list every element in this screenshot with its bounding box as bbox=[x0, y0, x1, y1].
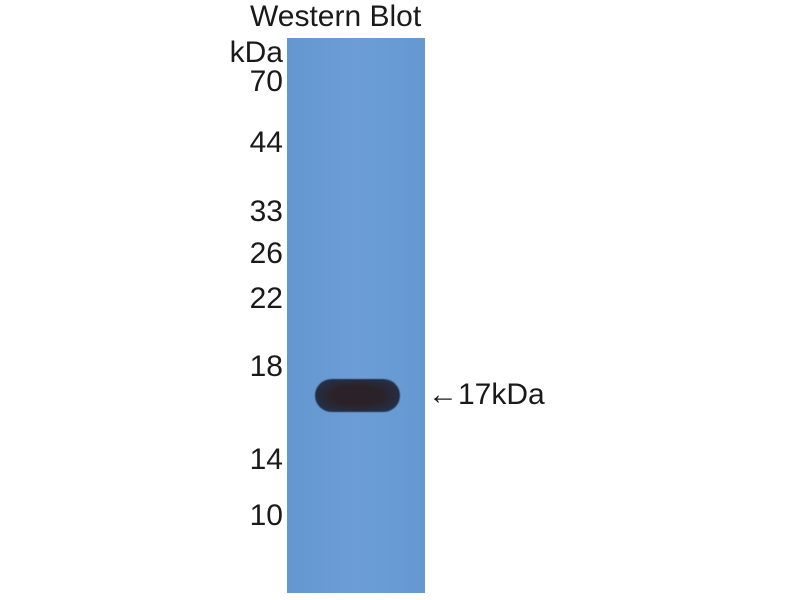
marker-label: 22 bbox=[249, 282, 283, 315]
marker-label: 14 bbox=[249, 443, 283, 476]
protein-band bbox=[315, 379, 400, 412]
marker-label: 33 bbox=[249, 195, 283, 228]
marker-label: 10 bbox=[249, 499, 283, 532]
blot-lane bbox=[287, 38, 425, 593]
unit-label: kDa bbox=[229, 36, 283, 69]
marker-label: 26 bbox=[249, 237, 283, 270]
figure-title: Western Blot bbox=[250, 0, 422, 33]
marker-label: 18 bbox=[249, 350, 283, 383]
marker-label: 44 bbox=[249, 126, 283, 159]
band-annotation: ←17kDa bbox=[428, 378, 545, 411]
marker-label: 70 bbox=[249, 65, 283, 98]
